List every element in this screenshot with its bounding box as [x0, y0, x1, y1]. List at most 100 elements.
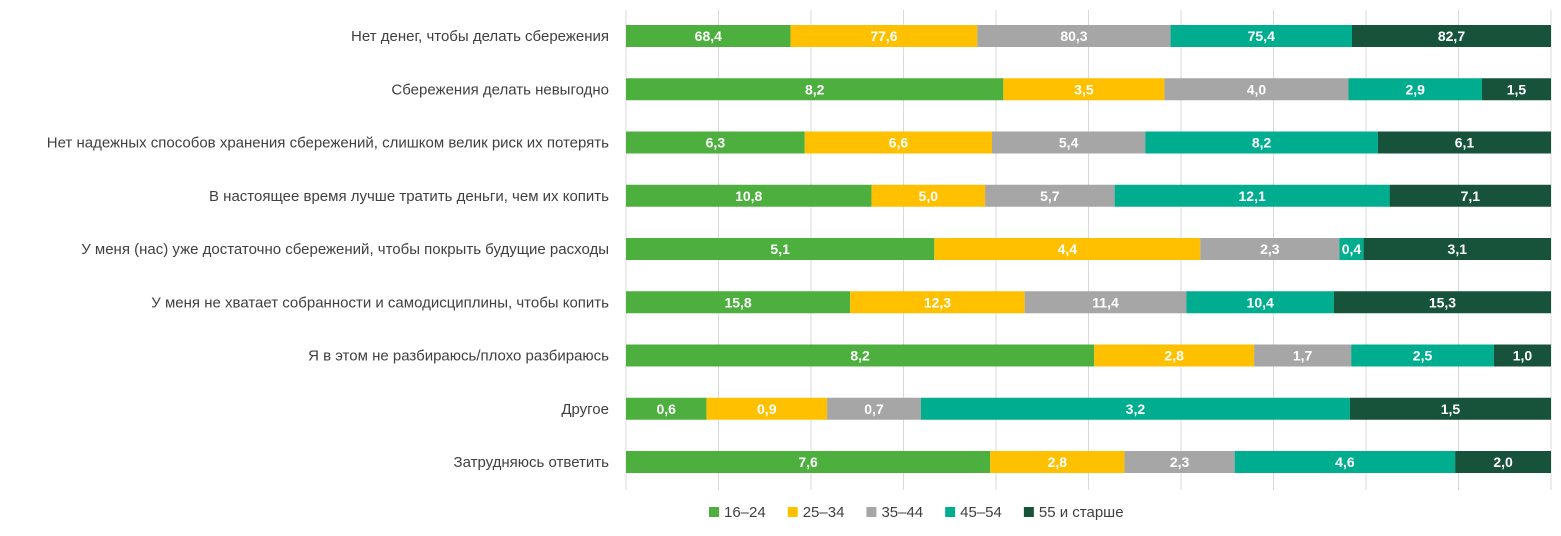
- data-label: 7,1: [1461, 188, 1481, 204]
- data-label: 77,6: [870, 28, 897, 44]
- data-label: 1,5: [1441, 401, 1461, 417]
- bar-segment: [790, 25, 978, 47]
- data-label: 1,0: [1513, 348, 1533, 364]
- data-label: 10,8: [735, 188, 762, 204]
- category-label: Другое: [561, 401, 609, 418]
- data-label: 6,3: [706, 135, 726, 151]
- legend-swatch: [866, 507, 877, 517]
- bar-segment: [1363, 238, 1551, 260]
- data-label: 7,6: [798, 454, 818, 470]
- legend-label: 25–34: [803, 504, 845, 521]
- category-label: В настоящее время лучше тратить деньги, …: [209, 188, 609, 205]
- category-labels: Нет денег, чтобы делать сбережения Сбереж…: [47, 28, 609, 471]
- bar-segment: [1377, 131, 1551, 154]
- bar-segment: [985, 184, 1115, 207]
- bar-segment: [1481, 78, 1551, 101]
- bar-segment: [626, 25, 791, 47]
- bar-segment: [977, 25, 1171, 47]
- bar-segment: [1124, 451, 1235, 473]
- bar-segment: [804, 131, 993, 154]
- category-label: У меня не хватает собранности и самодисц…: [151, 294, 609, 311]
- data-label: 12,1: [1239, 188, 1266, 204]
- bar-segment: [871, 184, 986, 207]
- data-label: 8,2: [805, 81, 825, 97]
- bar-segment: [626, 397, 707, 420]
- category-label: Я в этом не разбираюсь/плохо разбираюсь: [308, 348, 609, 365]
- bar-segment: [626, 184, 872, 207]
- data-label: 8,2: [1252, 135, 1272, 151]
- data-label: 2,3: [1260, 241, 1280, 257]
- data-label: 6,1: [1455, 135, 1475, 151]
- legend-label: 45–54: [960, 504, 1002, 521]
- data-label: 4,4: [1058, 241, 1078, 257]
- legend-swatch: [709, 507, 719, 517]
- data-label: 4,0: [1247, 81, 1267, 97]
- bar-segment: [626, 291, 851, 314]
- bar-segment: [1024, 291, 1187, 314]
- data-label: 10,4: [1247, 294, 1274, 310]
- data-label: 1,7: [1293, 348, 1313, 364]
- legend-swatch: [787, 507, 798, 517]
- bar-segment: [827, 397, 921, 420]
- legend-swatch: [945, 507, 956, 517]
- data-label: 3,1: [1448, 241, 1468, 257]
- bar-segment: [1455, 451, 1551, 473]
- bar-segment: [1351, 344, 1494, 367]
- bar-segment: [626, 451, 991, 473]
- data-label: 5,4: [1059, 135, 1079, 151]
- category-label: Затрудняюсь ответить: [454, 454, 610, 471]
- data-label: 15,3: [1429, 294, 1456, 310]
- data-label: 15,8: [724, 294, 751, 310]
- bar-segment: [1145, 131, 1378, 154]
- data-label: 2,5: [1413, 348, 1433, 364]
- data-label: 11,4: [1092, 294, 1119, 310]
- data-label: 12,3: [924, 294, 951, 310]
- data-label: 2,8: [1164, 348, 1184, 364]
- bar-segment: [1186, 291, 1334, 314]
- bars: [626, 25, 1551, 473]
- data-label: 2,8: [1048, 454, 1068, 470]
- bar-segment: [626, 344, 1095, 367]
- bar-segment: [1348, 78, 1482, 101]
- data-label: 0,6: [656, 401, 676, 417]
- category-label: У меня (нас) уже достаточно сбережений, …: [81, 241, 609, 258]
- bar-segment: [1349, 397, 1551, 420]
- data-label: 68,4: [695, 28, 722, 44]
- data-label: 80,3: [1060, 28, 1087, 44]
- category-label: Нет денег, чтобы делать сбережения: [351, 28, 609, 45]
- bar-segment: [626, 238, 935, 260]
- data-label: 5,7: [1040, 188, 1060, 204]
- data-label: 82,7: [1438, 28, 1465, 44]
- data-label: 5,1: [770, 241, 790, 257]
- bar-segment: [1114, 184, 1390, 207]
- bar-segment: [1003, 78, 1165, 101]
- category-label: Нет надежных способов хранения сбережени…: [47, 135, 609, 152]
- bar-segment: [990, 451, 1125, 473]
- bar-segment: [1339, 238, 1364, 260]
- data-label: 0,9: [757, 401, 777, 417]
- bar-segment: [934, 238, 1201, 260]
- bar-segment: [1333, 291, 1551, 314]
- data-label: 5,0: [919, 188, 939, 204]
- bar-segment: [920, 397, 1350, 420]
- data-label: 2,3: [1170, 454, 1190, 470]
- bar-segment: [1164, 78, 1349, 101]
- legend-label: 35–44: [881, 504, 923, 521]
- bar-segment: [626, 78, 1004, 101]
- data-label: 3,5: [1074, 81, 1094, 97]
- data-label: 0,4: [1342, 241, 1362, 257]
- value-labels: 68,4 77,6 80,3 75,4 82,7 8,2 3,5 4,0 2,9 1,5 6,3 6,…: [656, 28, 1532, 470]
- bar-segment: [1234, 451, 1456, 473]
- bar-segment: [1200, 238, 1340, 260]
- legend: 16–24 25–34 35–44 45–54 55 и старше: [709, 504, 1124, 521]
- category-label: Сбережения делать невыгодно: [391, 81, 609, 98]
- bar-segment: [992, 131, 1146, 154]
- data-label: 2,9: [1406, 81, 1426, 97]
- legend-label: 55 и старше: [1039, 504, 1124, 521]
- bar-segment: [1094, 344, 1255, 367]
- bar-segment: [1170, 25, 1352, 47]
- bar-segment: [706, 397, 828, 420]
- data-label: 2,0: [1493, 454, 1513, 470]
